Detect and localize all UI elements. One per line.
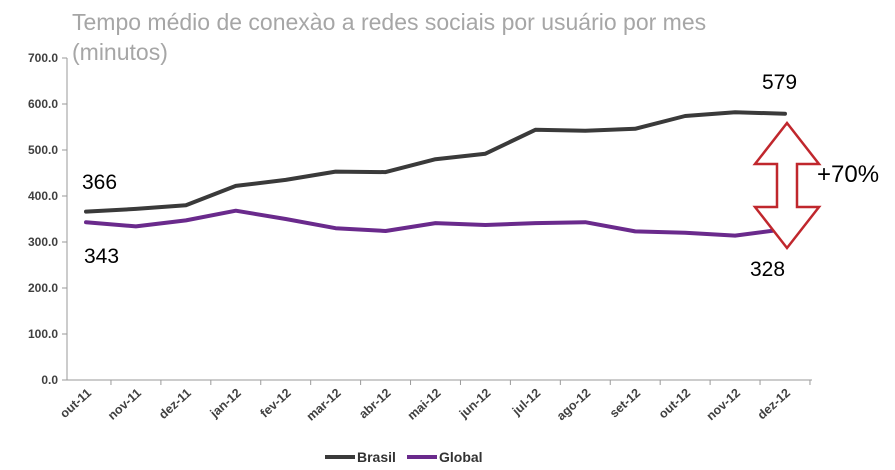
data-point-global bbox=[135, 225, 137, 227]
chart-title-line-2: (minutos) bbox=[72, 39, 168, 65]
brasil-end-label: 579 bbox=[762, 71, 797, 94]
y-tick-label: 600.0 bbox=[28, 97, 58, 111]
x-tick-label: nov-12 bbox=[704, 386, 743, 423]
data-point-brasil bbox=[185, 204, 187, 206]
y-tick-label: 100.0 bbox=[28, 327, 58, 341]
data-point-global bbox=[285, 218, 287, 220]
data-point-global bbox=[335, 227, 337, 229]
x-tick-label: abr-12 bbox=[356, 386, 393, 422]
data-point-global bbox=[235, 210, 237, 212]
x-tick-label: dez-11 bbox=[156, 386, 194, 422]
x-tick-label: nov-11 bbox=[105, 386, 144, 423]
data-point-global bbox=[684, 232, 686, 234]
data-point-global bbox=[385, 230, 387, 232]
y-tick-label: 200.0 bbox=[28, 281, 58, 295]
difference-label: +70% bbox=[817, 161, 879, 188]
x-tick-label: set-12 bbox=[607, 386, 643, 421]
data-point-global bbox=[185, 219, 187, 221]
data-point-brasil bbox=[385, 171, 387, 173]
x-tick-label: out-12 bbox=[656, 386, 693, 422]
data-point-brasil bbox=[734, 111, 736, 113]
data-point-global bbox=[534, 222, 536, 224]
x-tick-label: jul-12 bbox=[509, 386, 543, 419]
global-start-label: 343 bbox=[84, 245, 119, 268]
y-tick-label: 300.0 bbox=[28, 235, 58, 249]
data-point-global bbox=[85, 221, 87, 223]
data-labels: 366 343 579 328 bbox=[82, 71, 797, 281]
data-point-brasil bbox=[235, 185, 237, 187]
data-point-brasil bbox=[534, 129, 536, 131]
data-point-brasil bbox=[484, 153, 486, 155]
data-point-global bbox=[584, 221, 586, 223]
y-tick-label: 700.0 bbox=[28, 51, 58, 65]
global-end-label: 328 bbox=[750, 258, 785, 281]
data-point-global bbox=[634, 230, 636, 232]
y-tick-label: 500.0 bbox=[28, 143, 58, 157]
data-point-global bbox=[435, 222, 436, 224]
data-point-brasil bbox=[335, 171, 337, 173]
x-tick-label: mai-12 bbox=[405, 386, 444, 423]
x-tick-label: mar-12 bbox=[304, 386, 344, 424]
brasil-start-label: 366 bbox=[82, 171, 117, 194]
y-axis: 0.0 100.0 200.0 300.0 400.0 500.0 600.0 700.0 bbox=[28, 51, 68, 387]
data-point-brasil bbox=[85, 211, 87, 213]
data-point-global bbox=[734, 235, 736, 237]
x-axis: out-11 nov-11 dez-11 jan-12 fev-12 mar-12 abr-… bbox=[57, 379, 812, 424]
legend-label-global: Global bbox=[439, 449, 483, 465]
data-point-brasil bbox=[435, 158, 436, 160]
data-point-brasil bbox=[285, 179, 287, 181]
chart-title-line-1: Tempo médio de conexào a redes sociais p… bbox=[72, 9, 706, 35]
data-point-brasil bbox=[634, 128, 636, 130]
data-point-brasil bbox=[684, 115, 686, 117]
x-tick-label: dez-12 bbox=[755, 386, 793, 422]
data-point-brasil bbox=[135, 208, 137, 210]
y-tick-label: 0.0 bbox=[41, 373, 58, 387]
double-arrow-icon bbox=[752, 120, 822, 251]
legend: Brasil Global bbox=[325, 449, 483, 465]
x-tick-label: jun-12 bbox=[456, 386, 494, 422]
x-tick-label: jan-12 bbox=[207, 386, 244, 421]
series-line-brasil bbox=[84, 110, 787, 214]
x-tick-label: ago-12 bbox=[554, 386, 593, 423]
data-point-global bbox=[484, 224, 486, 226]
x-tick-label: fev-12 bbox=[257, 386, 293, 421]
x-tick-label: out-11 bbox=[57, 386, 94, 421]
data-point-brasil bbox=[584, 130, 586, 132]
data-point-brasil bbox=[784, 113, 786, 115]
legend-label-brasil: Brasil bbox=[357, 449, 396, 465]
series-layer bbox=[84, 110, 787, 238]
y-tick-label: 400.0 bbox=[28, 189, 58, 203]
